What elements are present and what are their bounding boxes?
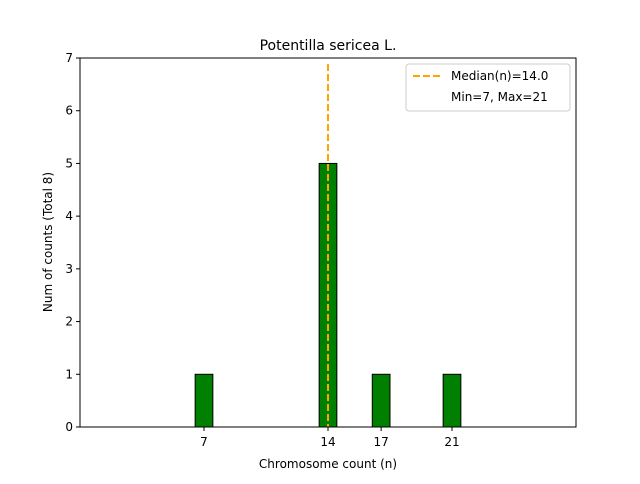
legend-min-max-label: Min=7, Max=21 — [451, 90, 548, 104]
y-tick-label-5: 5 — [65, 156, 73, 170]
x-tick-label-14: 14 — [320, 435, 335, 449]
y-tick-label-1: 1 — [65, 367, 73, 381]
y-tick-label-0: 0 — [65, 420, 73, 434]
chart-legend: Median(n)=14.0 Min=7, Max=21 — [405, 63, 571, 112]
y-axis-label: Num of counts (Total 8) — [41, 172, 55, 312]
bar-21 — [442, 373, 462, 428]
y-tick-label-2: 2 — [65, 315, 73, 329]
bar-17 — [371, 373, 391, 428]
x-axis-label: Chromosome count (n) — [259, 457, 397, 471]
ticks-layer: 0 1 2 3 4 5 6 7 7 14 17 21 — [65, 51, 459, 449]
x-tick-label-7: 7 — [200, 435, 208, 449]
legend-median-label: Median(n)=14.0 — [451, 69, 548, 83]
y-tick-label-6: 6 — [65, 104, 73, 118]
y-tick-label-4: 4 — [65, 209, 73, 223]
bars-layer — [150, 162, 506, 428]
y-tick-label-7: 7 — [65, 51, 73, 65]
chart-title: Potentilla sericea L. — [260, 38, 397, 54]
x-tick-label-21: 21 — [444, 435, 459, 449]
x-tick-label-17: 17 — [374, 435, 389, 449]
legend-box — [405, 63, 571, 112]
bar-7 — [194, 373, 214, 428]
y-tick-label-3: 3 — [65, 262, 73, 276]
